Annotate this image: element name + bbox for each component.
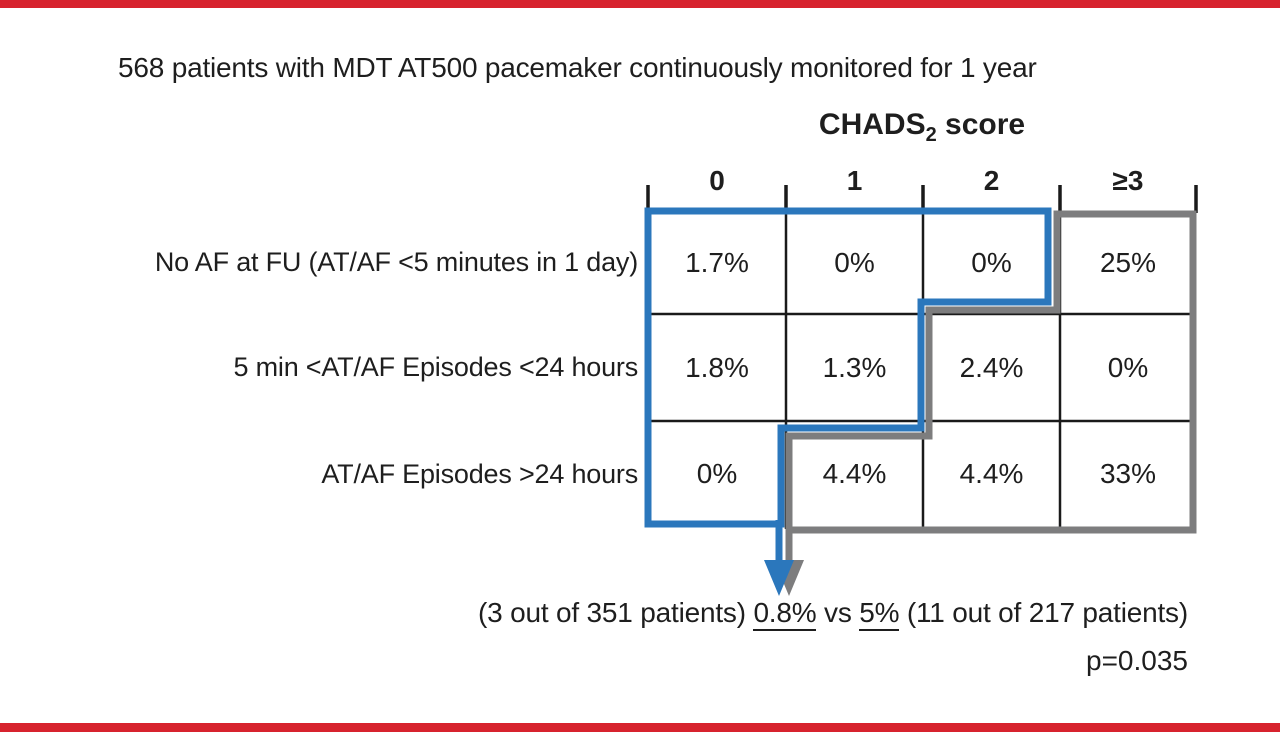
bottom-red-rule <box>0 723 1280 732</box>
column-axis-title-subscript: 2 <box>925 124 937 146</box>
cell-r0-c0: 1.7% <box>685 246 749 278</box>
cell-r0-c2: 0% <box>971 246 1012 278</box>
cell-r0-c3: 25% <box>1099 246 1157 278</box>
blue-arrow <box>764 520 794 596</box>
cell-r1-c2: 2.4% <box>959 351 1024 383</box>
low-risk-percent: 0.8% <box>753 597 817 631</box>
cell-r2-c2: 4.4% <box>959 458 1024 489</box>
row-label-over-24h: AT/AF Episodes >24 hours <box>321 458 638 489</box>
figure-title: 568 patients with MDT AT500 pacemaker co… <box>118 52 1037 83</box>
p-value: p=0.035 <box>1086 645 1188 676</box>
low-risk-outline <box>644 207 1052 528</box>
high-risk-outline <box>785 210 1197 534</box>
cell-r1-c0: 1.8% <box>685 351 749 383</box>
column-axis-title-suffix: score <box>936 108 1026 141</box>
top-red-rule <box>0 0 1280 8</box>
comparison-summary: (3 out of 351 patients) 0.8% vs 5% (11 o… <box>478 597 1188 631</box>
high-risk-percent: 5% <box>859 597 900 631</box>
high-risk-group-count: (11 out of 217 patients) <box>899 597 1188 628</box>
cell-r1-c3: 0% <box>1107 351 1149 383</box>
column-axis-title: CHADS2 score <box>648 108 1196 146</box>
cell-r2-c1: 4.4% <box>822 458 887 489</box>
vs-text: vs <box>816 597 860 628</box>
column-axis-title-prefix: CHADS <box>818 108 926 141</box>
column-header-2: 2 <box>983 165 1000 196</box>
column-header-3: ≥3 <box>1112 165 1144 196</box>
column-header-1: 1 <box>846 165 863 196</box>
row-label-no-af: No AF at FU (AT/AF <5 minutes in 1 day) <box>154 247 638 277</box>
cell-r2-c3: 33% <box>1099 458 1157 489</box>
cell-r0-c1: 0% <box>834 246 875 278</box>
low-risk-group-count: (3 out of 351 patients) <box>478 597 754 628</box>
cell-r2-c0: 0% <box>696 458 738 489</box>
column-ticks <box>646 185 1198 213</box>
column-header-0: 0 <box>709 165 725 196</box>
cell-r1-c1: 1.3% <box>822 351 887 383</box>
row-label-5min-24h: 5 min <AT/AF Episodes <24 hours <box>233 352 638 382</box>
